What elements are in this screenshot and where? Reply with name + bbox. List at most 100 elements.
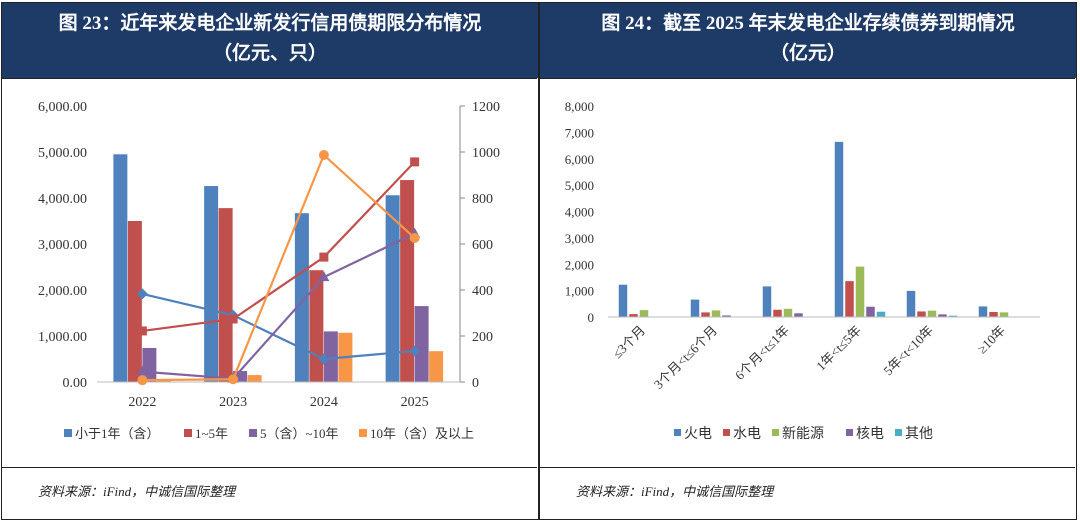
y2-tick-label: 800	[472, 192, 493, 207]
bar	[783, 308, 793, 317]
legend-swatch	[674, 429, 681, 436]
line-marker	[409, 345, 421, 357]
right-figure-title: 图 24：截至 2025 年末发电企业存续债券到期情况	[601, 13, 1015, 34]
legend-swatch	[64, 429, 72, 437]
bar	[127, 221, 142, 382]
line-marker	[410, 157, 420, 167]
bar	[948, 315, 958, 317]
bar	[233, 370, 248, 382]
y-tick-label: 7,000	[565, 125, 594, 140]
legend-swatch	[184, 429, 192, 437]
bar	[722, 315, 731, 317]
line-marker	[318, 271, 330, 282]
series-line	[142, 232, 416, 380]
right-source-note: 资料来源：iFind，中诚信国际整理	[576, 484, 774, 499]
y2-tick-label: 200	[472, 330, 493, 345]
legend-label: 火电	[684, 426, 712, 442]
x-tick-label: 6个月<t≤1年	[732, 323, 792, 383]
y-tick-label: 3,000.00	[38, 238, 87, 253]
y-tick-label: 5,000.00	[38, 146, 87, 161]
legend-swatch	[723, 429, 730, 436]
y-tick-label: 3,000	[565, 231, 594, 246]
bar	[156, 380, 171, 382]
left-figure-title: 图 23：近年来发电企业新发行信用债期限分布情况	[58, 13, 482, 34]
y-tick-label: 1,000.00	[38, 330, 87, 345]
bar	[711, 310, 721, 317]
line-marker	[319, 252, 329, 262]
bar	[773, 309, 782, 317]
left-source-note: 资料来源：iFind，中诚信国际整理	[38, 484, 236, 499]
bar	[927, 310, 937, 317]
bar	[218, 208, 233, 382]
bar	[701, 312, 710, 317]
line-marker	[136, 288, 148, 300]
series-line	[142, 161, 416, 333]
x-tick-label: 1年<t≤5年	[813, 323, 864, 374]
bar	[876, 311, 886, 317]
line-marker	[318, 149, 329, 160]
y2-tick-label: 1000	[472, 146, 500, 161]
legend-label: 其他	[905, 426, 933, 442]
legend-swatch	[359, 429, 367, 437]
x-tick-label: 2025	[401, 395, 429, 410]
bar	[618, 284, 628, 317]
y2-tick-label: 1200	[472, 100, 500, 115]
legend-label: 核电	[856, 426, 884, 442]
x-tick-label: 2024	[310, 395, 338, 410]
line-marker	[136, 365, 148, 376]
y-tick-label: 4,000.00	[38, 192, 87, 207]
bar	[999, 312, 1009, 317]
right-figure-panel: 图 24：截至 2025 年末发电企业存续债券到期情况 （亿元） 0 1,000 2…	[539, 2, 1077, 520]
bar	[690, 299, 700, 317]
bar	[762, 286, 772, 317]
bar	[204, 186, 219, 382]
y-tick-label: 4,000	[565, 205, 594, 220]
bar	[429, 351, 444, 382]
x-tick-label: 3个月<t≤6个月	[651, 323, 720, 392]
legend-label: 新能源	[782, 426, 824, 442]
y-tick-label: 5,000	[565, 178, 594, 193]
bar	[414, 306, 429, 382]
legend-label: 10年（含）及以上	[370, 426, 474, 441]
x-tick-label: ≤3个月	[609, 323, 648, 362]
x-tick-label: 2023	[219, 395, 247, 410]
bar	[917, 311, 926, 317]
y-tick-label: 0	[588, 310, 595, 325]
x-tick-label: 5年<t<10年	[880, 323, 936, 379]
line-marker	[137, 375, 148, 386]
legend-label: 5（含）~10年	[260, 426, 339, 441]
bar	[834, 141, 844, 317]
bar	[113, 154, 128, 382]
bar	[845, 281, 854, 317]
x-tick-label: 2022	[128, 395, 156, 410]
line-marker	[228, 314, 238, 324]
outstanding-bond-maturity-chart: 0 1,000 2,000 3,000 4,000 5,000 6,000 7,000 8,00…	[565, 99, 1040, 442]
legend-swatch	[772, 429, 779, 436]
bar	[855, 266, 865, 317]
y2-tick-label: 600	[472, 238, 493, 253]
line-marker	[409, 233, 420, 244]
legend-label: 水电	[733, 426, 761, 442]
left-figure-panel: 图 23：近年来发电企业新发行信用债期限分布情况 （亿元、只） 0.00 1,00…	[1, 2, 539, 520]
right-figure-unit: （亿元）	[769, 43, 846, 64]
x-tick-label: ≥10年	[974, 323, 1008, 357]
y-tick-label: 1,000	[565, 284, 594, 299]
y-tick-label: 8,000	[565, 99, 594, 114]
legend-label: 1~5年	[195, 426, 228, 441]
left-figure-header: 图 23：近年来发电企业新发行信用债期限分布情况 （亿元、只）	[2, 3, 538, 78]
bar	[906, 290, 916, 317]
bar	[294, 213, 309, 382]
legend-swatch	[846, 429, 853, 436]
bar	[639, 310, 649, 317]
bar	[938, 314, 947, 317]
bar	[978, 306, 988, 317]
series-line	[142, 292, 415, 361]
series-line	[142, 153, 416, 382]
bar	[866, 306, 875, 317]
y2-tick-label: 0	[472, 376, 479, 391]
bar	[629, 314, 638, 317]
line-marker	[228, 374, 239, 385]
line-marker	[318, 353, 330, 365]
right-figure-header: 图 24：截至 2025 年末发电企业存续债券到期情况 （亿元）	[540, 3, 1076, 78]
bar	[989, 311, 998, 317]
